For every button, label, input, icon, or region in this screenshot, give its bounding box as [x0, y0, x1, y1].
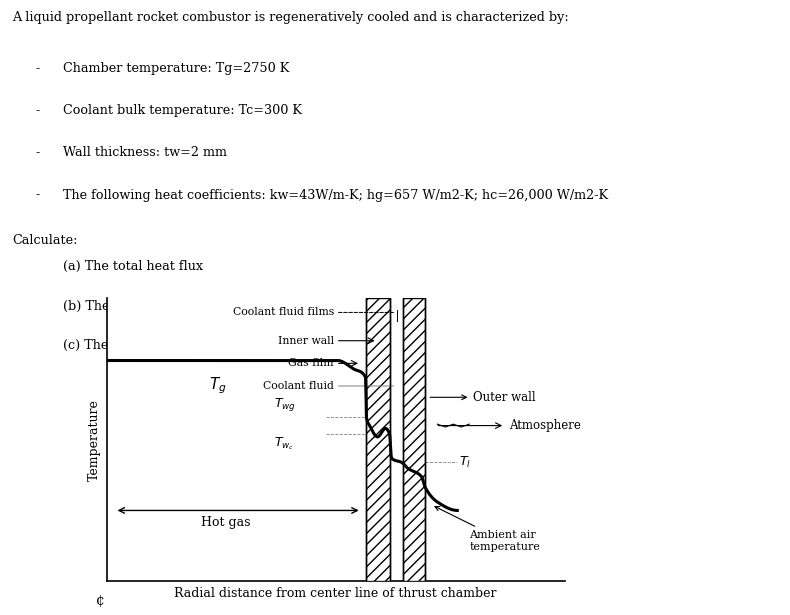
- Text: Wall thickness: tw=2 mm: Wall thickness: tw=2 mm: [62, 146, 227, 159]
- Text: $T_g$: $T_g$: [209, 376, 227, 396]
- Text: ¢: ¢: [96, 594, 105, 608]
- Text: Inner wall: Inner wall: [277, 336, 333, 346]
- Y-axis label: Temperature: Temperature: [88, 399, 101, 481]
- Text: Hot gas: Hot gas: [201, 516, 251, 529]
- Text: Coolant fluid films: Coolant fluid films: [232, 308, 333, 317]
- Text: Outer wall: Outer wall: [431, 391, 536, 404]
- Bar: [404, 298, 425, 581]
- X-axis label: Radial distance from center line of thrust chamber: Radial distance from center line of thru…: [175, 587, 497, 600]
- Text: A liquid propellant rocket combustor is regeneratively cooled and is characteriz: A liquid propellant rocket combustor is …: [12, 12, 569, 25]
- Bar: [366, 298, 389, 581]
- Text: Atmosphere: Atmosphere: [509, 419, 581, 432]
- Text: Ambient air
temperature: Ambient air temperature: [435, 507, 540, 552]
- Text: -: -: [36, 104, 40, 117]
- Text: Coolant fluid: Coolant fluid: [263, 381, 333, 391]
- Text: (c) The wall temperature on the coolant side T_wc: (c) The wall temperature on the coolant …: [62, 339, 387, 352]
- Text: The following heat coefficients: kw=43W/m-K; hg=657 W/m2-K; hc=26,000 W/m2-K: The following heat coefficients: kw=43W/…: [62, 189, 608, 202]
- Text: (b) The wall temperature on the gas side T_wg: (b) The wall temperature on the gas side…: [62, 300, 363, 312]
- Text: Chamber temperature: Tg=2750 K: Chamber temperature: Tg=2750 K: [62, 62, 289, 74]
- Text: $T_{w_c}$: $T_{w_c}$: [274, 435, 294, 452]
- Text: (a) The total heat flux: (a) The total heat flux: [62, 260, 203, 273]
- Text: Gas film: Gas film: [288, 359, 333, 368]
- Text: $T_{wg}$: $T_{wg}$: [274, 396, 296, 413]
- Text: -: -: [36, 146, 40, 159]
- Text: $T_l$: $T_l$: [459, 455, 472, 470]
- Text: -: -: [36, 189, 40, 202]
- Text: Coolant bulk temperature: Tc=300 K: Coolant bulk temperature: Tc=300 K: [62, 104, 302, 117]
- Text: Calculate:: Calculate:: [12, 234, 77, 247]
- Text: -: -: [36, 62, 40, 74]
